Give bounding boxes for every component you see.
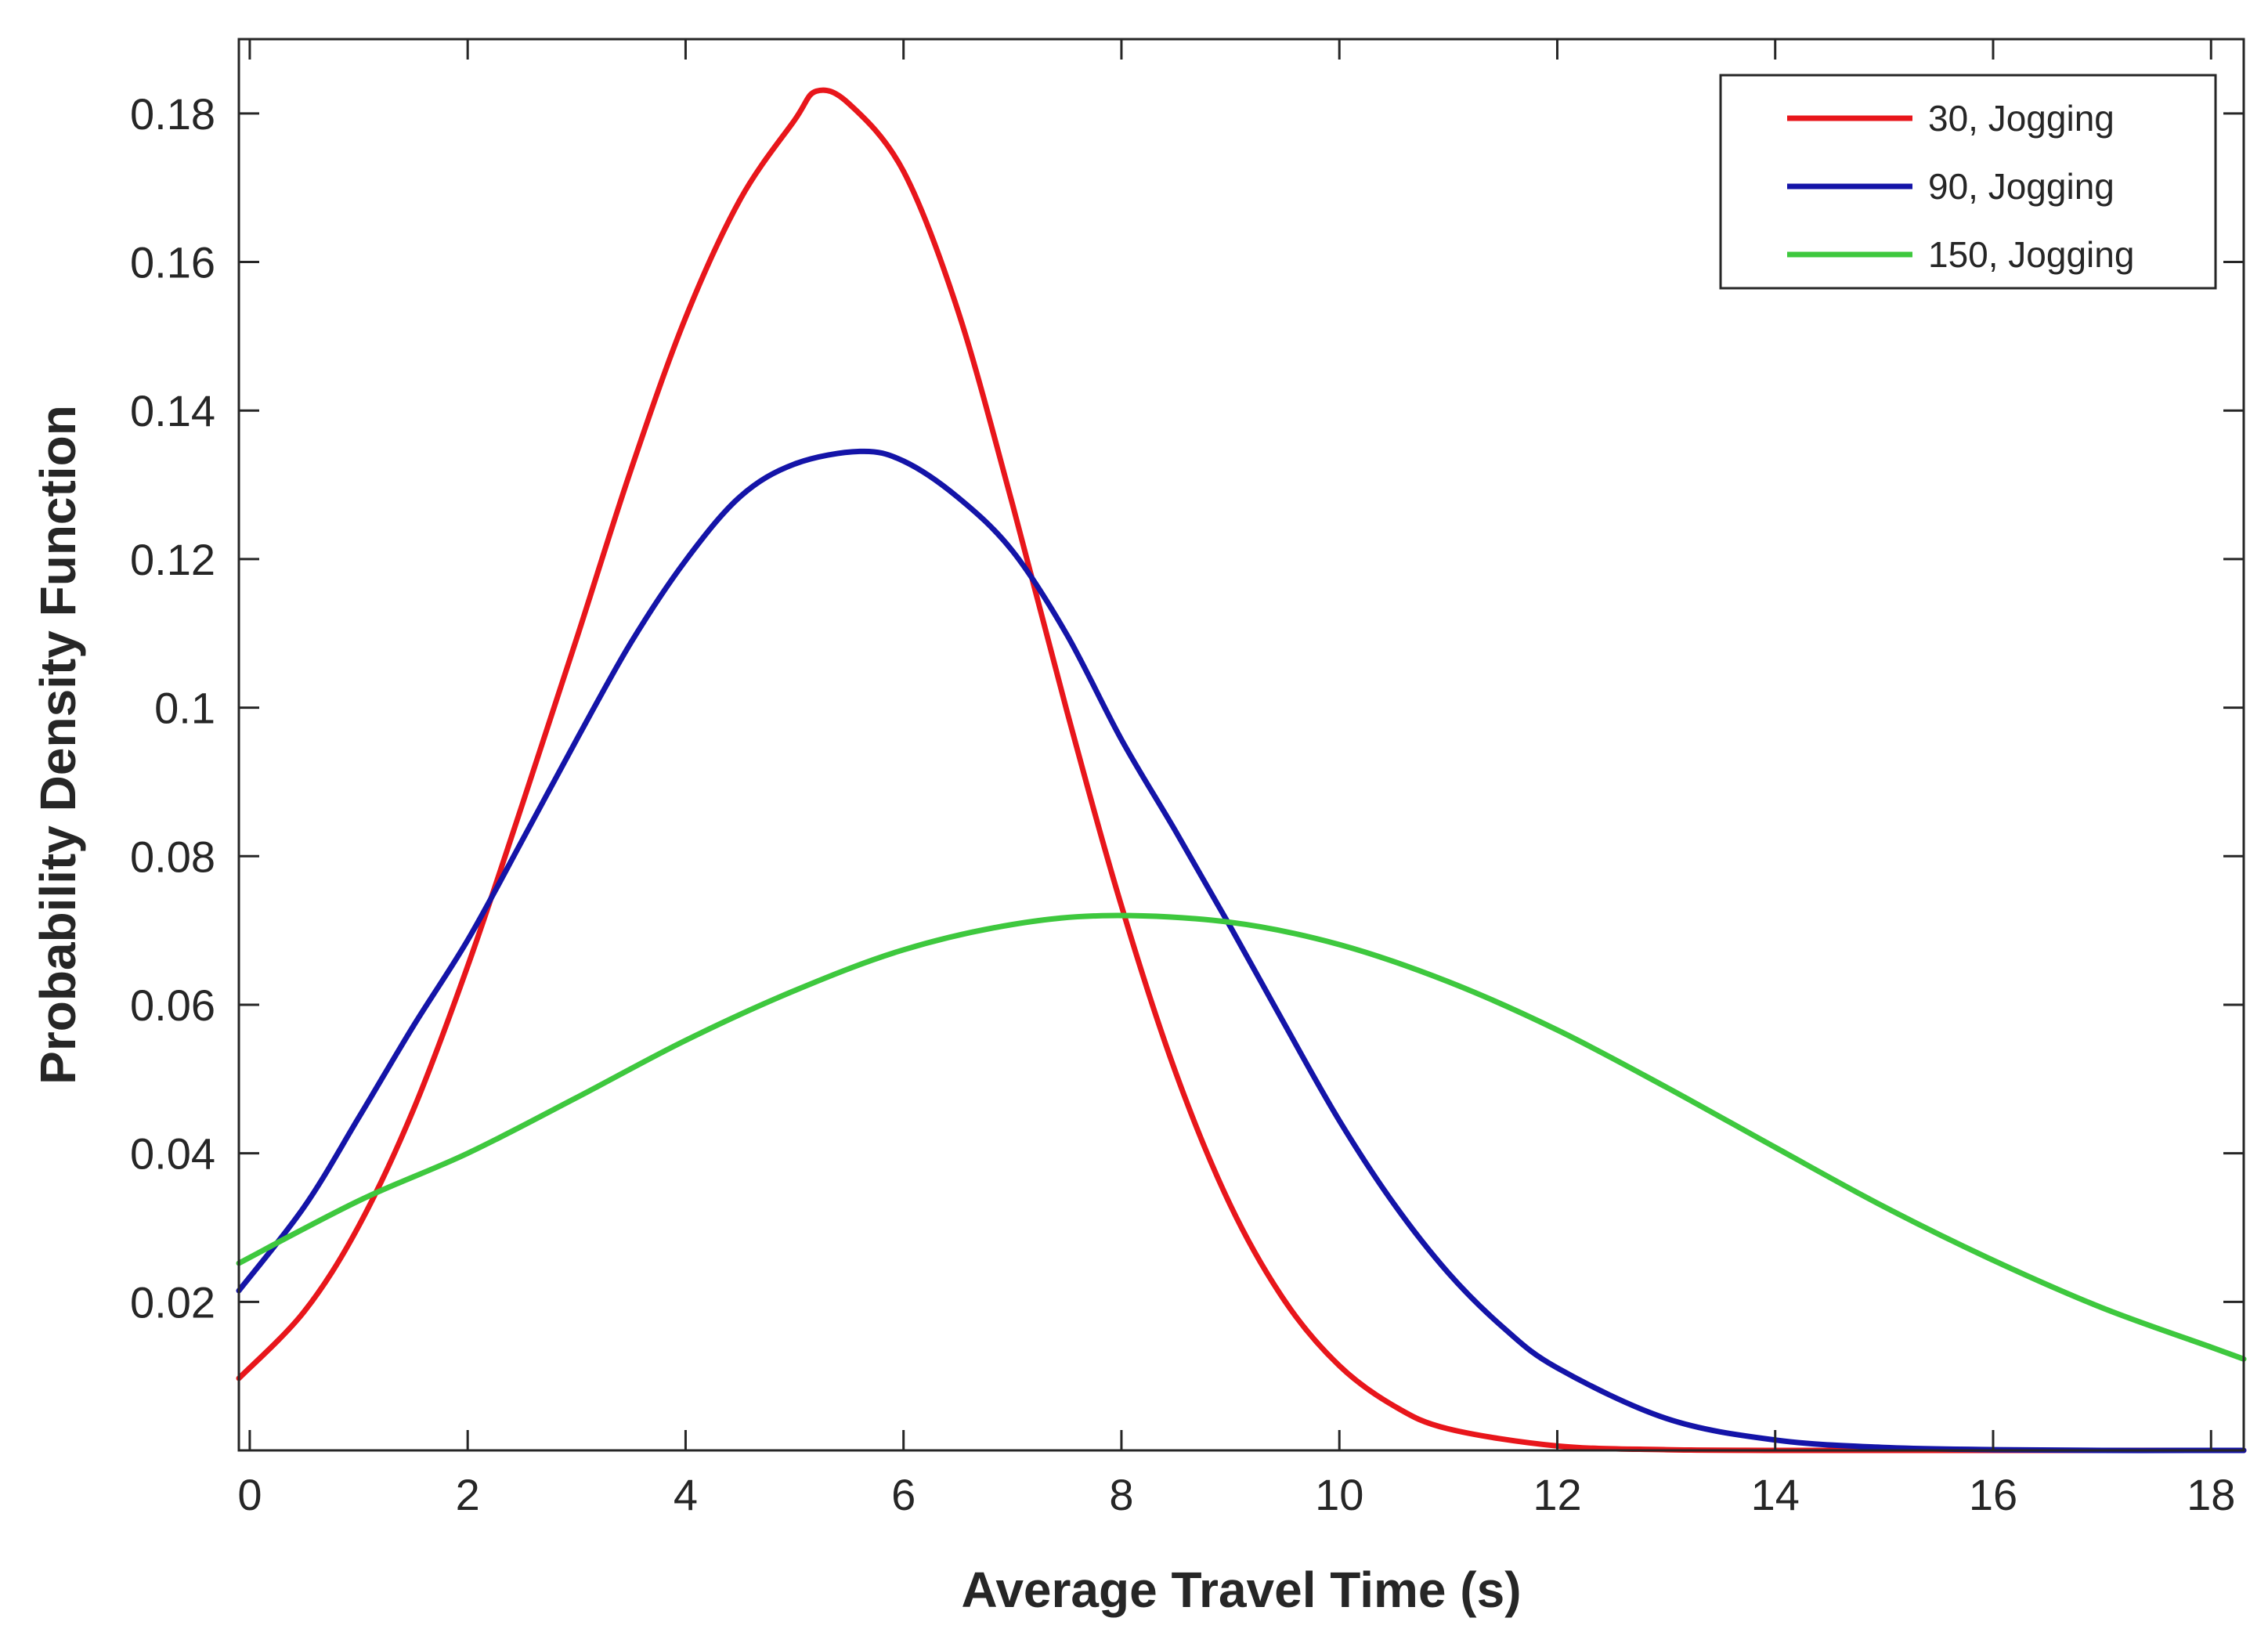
- series-90-jogging-line: [236, 448, 2247, 1454]
- x-tick-label: 6: [891, 1470, 916, 1519]
- x-axis-title: Average Travel Time (s): [961, 1562, 1521, 1618]
- legend-label-150: 150, Jogging: [1928, 234, 2134, 275]
- y-axis-title: Probability Density Function: [30, 405, 86, 1085]
- legend[interactable]: 30, Jogging 90, Jogging 150, Jogging: [1719, 74, 2217, 290]
- y-ticks: 0.02 0.04 0.06 0.08 0.1 0.12 0.14 0.16 0.18: [130, 89, 2244, 1327]
- y-tick-label: 0.02: [130, 1277, 215, 1327]
- x-tick-label: 12: [1533, 1470, 1581, 1519]
- x-tick-label: 4: [674, 1470, 698, 1519]
- axes-layer: [237, 38, 2245, 1452]
- y-tick-label: 0.1: [154, 684, 215, 733]
- y-tick-label: 0.08: [130, 832, 215, 881]
- y-tick-label: 0.12: [130, 535, 215, 584]
- plot-frame: [237, 38, 2245, 1452]
- x-tick-label: 14: [1751, 1470, 1800, 1519]
- x-ticks: 0 2 4 6 8 10 12 14 16 18: [237, 39, 2235, 1519]
- series-150-jogging-line: [236, 912, 2247, 1362]
- y-tick-label: 0.14: [130, 386, 215, 435]
- y-tick-label: 0.04: [130, 1129, 215, 1179]
- x-tick-label: 18: [2187, 1470, 2235, 1519]
- x-tick-label: 0: [237, 1470, 262, 1519]
- legend-label-30: 30, Jogging: [1928, 98, 2115, 139]
- y-tick-label: 0.16: [130, 238, 215, 287]
- x-tick-label: 16: [1969, 1470, 2017, 1519]
- legend-entries: 30, Jogging 90, Jogging 150, Jogging: [1787, 98, 2134, 275]
- x-tick-label: 2: [456, 1470, 480, 1519]
- x-tick-label: 10: [1315, 1470, 1363, 1519]
- x-tick-label: 8: [1109, 1470, 1133, 1519]
- legend-label-90: 90, Jogging: [1928, 166, 2115, 207]
- y-tick-label: 0.18: [130, 89, 215, 139]
- y-tick-label: 0.06: [130, 981, 215, 1030]
